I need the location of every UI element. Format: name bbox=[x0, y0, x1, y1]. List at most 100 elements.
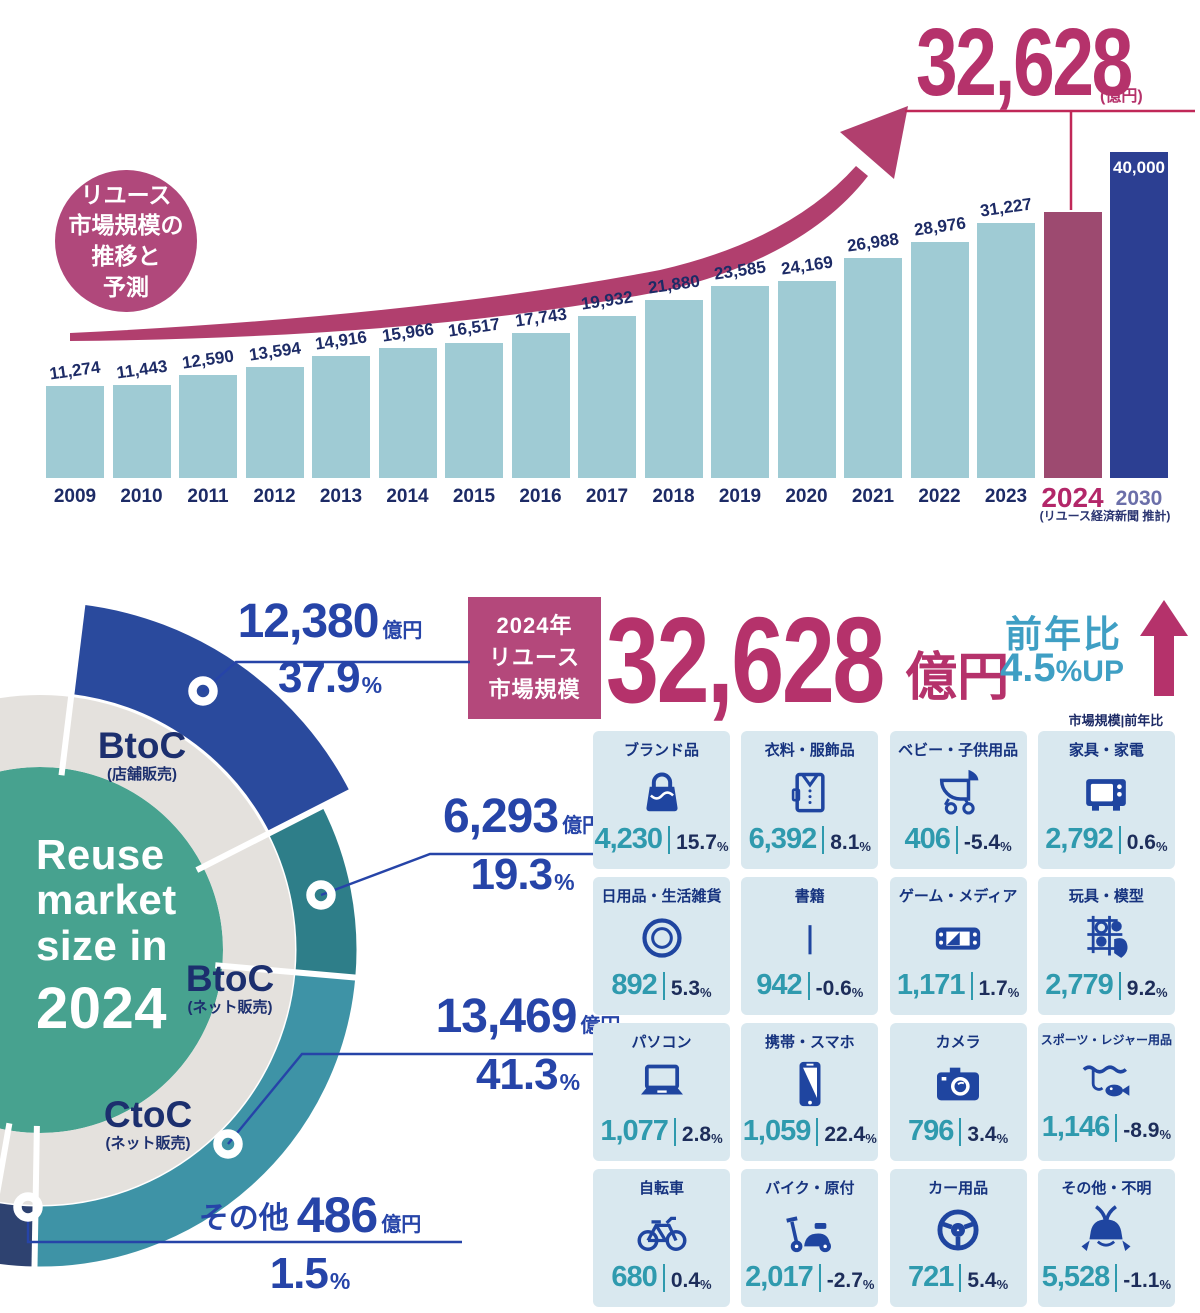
book-icon bbox=[782, 907, 838, 969]
summary-label-line: 2024年 bbox=[496, 613, 573, 639]
value-divider bbox=[970, 972, 973, 1000]
highlight-2024-value: 32,628 bbox=[916, 9, 1133, 116]
callout-percent-unit: % bbox=[329, 1268, 351, 1294]
fishing-icon bbox=[1078, 1049, 1134, 1111]
bar-value-2030: 40,000 bbox=[1113, 158, 1165, 177]
callout-value: 486 bbox=[296, 1187, 378, 1243]
bar-2017 bbox=[578, 315, 636, 478]
callout-percent-unit: % bbox=[361, 672, 383, 698]
game-console-icon bbox=[930, 907, 986, 969]
donut-separators bbox=[0, 595, 397, 1285]
donut-title-year: 2024 bbox=[36, 976, 168, 1042]
category-title: カー用品 bbox=[928, 1180, 989, 1197]
donut-slice-btoc-store bbox=[70, 604, 351, 834]
category-title: その他・不明 bbox=[1061, 1180, 1152, 1197]
smartphone-icon bbox=[782, 1053, 838, 1115]
bar-2030 bbox=[1110, 152, 1168, 478]
summary-label-line: 市場規模 bbox=[488, 676, 581, 702]
category-title: 玩具・模型 bbox=[1068, 888, 1144, 905]
year-label-2013: 2013 bbox=[319, 486, 363, 507]
category-value-row: 406 -5.4% bbox=[905, 825, 1012, 854]
category-percent-unit: % bbox=[996, 1277, 1009, 1292]
category-card-7: ゲーム・メディア 1,171 1.7% bbox=[889, 877, 1027, 1015]
summary-value-row: 32,628 億円 bbox=[606, 592, 1010, 729]
category-percent: -1.1 bbox=[1123, 1269, 1160, 1292]
callout-unit: 億円 bbox=[562, 815, 603, 837]
category-percent-unit: % bbox=[700, 1277, 712, 1292]
value-divider bbox=[807, 972, 810, 1000]
year-label-2020: 2020 bbox=[785, 486, 828, 507]
bar-2016 bbox=[511, 333, 570, 478]
category-value-row: 1,059 22.4% bbox=[743, 1117, 877, 1146]
segment-label-btoc-store: BtoC (店舗販売) bbox=[82, 727, 202, 782]
yoy-label: 前年比 bbox=[1005, 614, 1122, 655]
segment-name: BtoC bbox=[97, 725, 187, 766]
value-divider bbox=[816, 1118, 819, 1146]
category-card-2: 衣料・服飾品 6,392 8.1% bbox=[741, 731, 879, 869]
category-percent-unit: % bbox=[859, 839, 871, 854]
callout-unit: 億円 bbox=[382, 620, 423, 642]
category-percent: 0.6 bbox=[1126, 831, 1156, 854]
value-divider bbox=[959, 1264, 962, 1292]
year-label-2009: 2009 bbox=[53, 486, 97, 507]
category-title: 日用品・生活雑貨 bbox=[601, 888, 722, 905]
shirt-icon bbox=[782, 761, 838, 823]
summary-value: 32,628 bbox=[606, 592, 885, 729]
category-value: 1,146 bbox=[1041, 1111, 1111, 1143]
callout-percent: 41.3 bbox=[475, 1050, 559, 1099]
summary-unit: 億円 bbox=[905, 649, 1010, 707]
category-value-row: 2,792 0.6% bbox=[1045, 825, 1168, 854]
segment-name: CtoC bbox=[103, 1094, 193, 1135]
trend-chart: リユース 市場規模の 推移と 予測 32,628 (億円) 11,274 2009… bbox=[0, 0, 1200, 540]
category-value-row: 796 3.4% bbox=[908, 1117, 1008, 1146]
category-title: 自転車 bbox=[638, 1180, 684, 1197]
year-label-2018: 2018 bbox=[652, 486, 695, 507]
category-percent-unit: % bbox=[1159, 1277, 1172, 1292]
category-title: 書籍 bbox=[794, 888, 825, 905]
laptop-icon bbox=[634, 1053, 690, 1115]
badge-line: 予測 bbox=[103, 273, 149, 300]
category-value: 406 bbox=[904, 823, 951, 855]
category-card-4: 家具・家電 2,792 0.6% bbox=[1037, 731, 1175, 869]
category-card-10: 携帯・スマホ 1,059 22.4% bbox=[741, 1023, 879, 1161]
category-percent: -8.9 bbox=[1123, 1119, 1160, 1142]
category-value: 942 bbox=[756, 969, 802, 1001]
value-divider bbox=[818, 1264, 821, 1292]
category-value-row: 1,077 2.8% bbox=[600, 1117, 723, 1146]
bar-2018 bbox=[644, 299, 703, 478]
callout-value: 13,469 bbox=[435, 990, 578, 1043]
category-title: ブランド品 bbox=[623, 742, 699, 759]
category-percent: 3.4 bbox=[967, 1123, 997, 1146]
category-value: 1,171 bbox=[896, 969, 966, 1001]
year-label-2011: 2011 bbox=[187, 486, 229, 507]
category-card-9: パソコン 1,077 2.8% bbox=[593, 1023, 730, 1161]
bar-2022 bbox=[910, 241, 969, 478]
callout-percent-unit: % bbox=[559, 1069, 581, 1095]
samurai-helmet-icon bbox=[1078, 1199, 1134, 1261]
year-label-2030: 2030 bbox=[1115, 487, 1163, 510]
year-label-2010: 2010 bbox=[120, 486, 163, 507]
category-value: 4,230 bbox=[594, 823, 663, 855]
callout-anchor-dots bbox=[13, 676, 336, 1222]
category-value-row: 942 -0.6% bbox=[756, 971, 863, 1000]
bar-2019 bbox=[711, 285, 769, 478]
year-label-2017: 2017 bbox=[585, 486, 629, 507]
category-percent-unit: % bbox=[711, 1131, 723, 1146]
value-divider bbox=[955, 826, 958, 854]
market-share-donut bbox=[0, 595, 618, 1285]
plate-icon bbox=[634, 907, 690, 969]
summary-label-box: 2024年 リユース 市場規模 bbox=[468, 597, 601, 719]
category-card-14: バイク・原付 2,017 -2.7% bbox=[741, 1169, 879, 1307]
bicycle-icon bbox=[634, 1199, 690, 1261]
category-percent: 9.2 bbox=[1126, 977, 1156, 1000]
yoy-value: 4.5 bbox=[1000, 646, 1056, 690]
category-percent-unit: % bbox=[716, 839, 729, 854]
year-label-2023: 2023 bbox=[984, 486, 1028, 507]
category-value: 721 bbox=[908, 1261, 954, 1293]
category-percent: 2.8 bbox=[681, 1123, 712, 1146]
category-value: 2,017 bbox=[745, 1261, 814, 1293]
handbag-icon bbox=[634, 761, 690, 823]
category-percent: 5.3 bbox=[670, 977, 701, 1000]
scooter-icon bbox=[782, 1199, 838, 1261]
category-value: 680 bbox=[611, 1261, 657, 1293]
